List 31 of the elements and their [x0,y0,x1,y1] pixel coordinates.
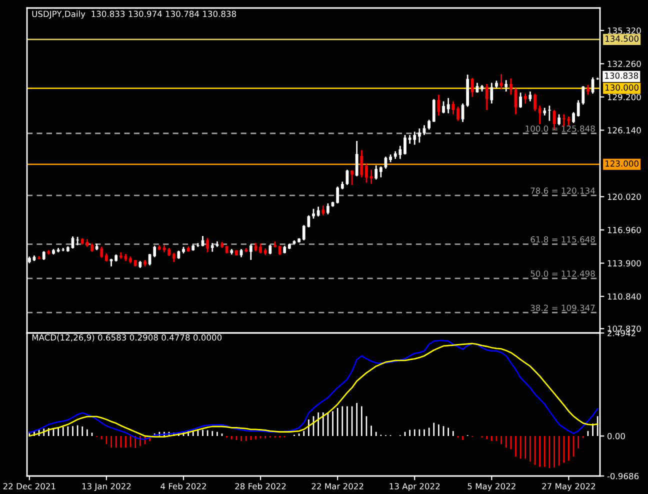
y-tick-label: 132.260 [608,60,641,68]
x-tick-label: 28 Feb 2022 [235,482,286,490]
x-tick-label: 5 May 2022 [468,483,516,492]
ref-line-label: 38.2 = 109.347 [530,304,595,311]
ref-line-label: 134.500 [606,36,638,42]
y-tick-label: 0.00 [607,432,625,440]
chart-title: MACD(12,26,9) 0.6583 0.2908 0.4778 0.0000 [32,334,222,342]
y-tick-label: 129.200 [608,94,641,100]
x-tick-label: 22 Mar 2022 [312,483,364,490]
y-tick-label: 120.020 [608,194,641,200]
x-tick-label: 13 Jan 2022 [82,483,131,491]
ref-line-label: 100.0 = 125.848 [526,125,595,132]
y-tick-label: -0.9686 [607,472,639,480]
y-tick-label: 135.320 [608,27,641,34]
x-tick-label: 27 May 2022 [542,483,596,492]
y-tick-label: 113.900 [608,260,641,266]
ref-line-label: 61.8 = 115.648 [530,236,595,243]
y-tick-label: 126.140 [608,127,641,134]
text: 130.838 [605,72,638,79]
y-tick-label: 107.870 [608,326,641,332]
ref-line-label: 78.6 = 120.134 [530,188,595,194]
ref-line-label: 123.000 [606,160,638,167]
x-tick-label: 13 Apr 2022 [390,483,440,492]
x-tick-label: 22 Dec 2021 [3,483,56,490]
ref-line-label: 130.000 [606,84,638,91]
ref-line-label: 50.0 = 112.498 [530,270,595,277]
y-tick-label: 110.840 [608,293,641,300]
chart-title: USDJPY,Daily 130.833 130.974 130.784 130.838 [32,10,236,19]
y-tick-label: 116.960 [608,226,641,234]
x-tick-label: 4 Feb 2022 [160,482,206,490]
y-tick-label: 2.4942 [608,330,636,336]
